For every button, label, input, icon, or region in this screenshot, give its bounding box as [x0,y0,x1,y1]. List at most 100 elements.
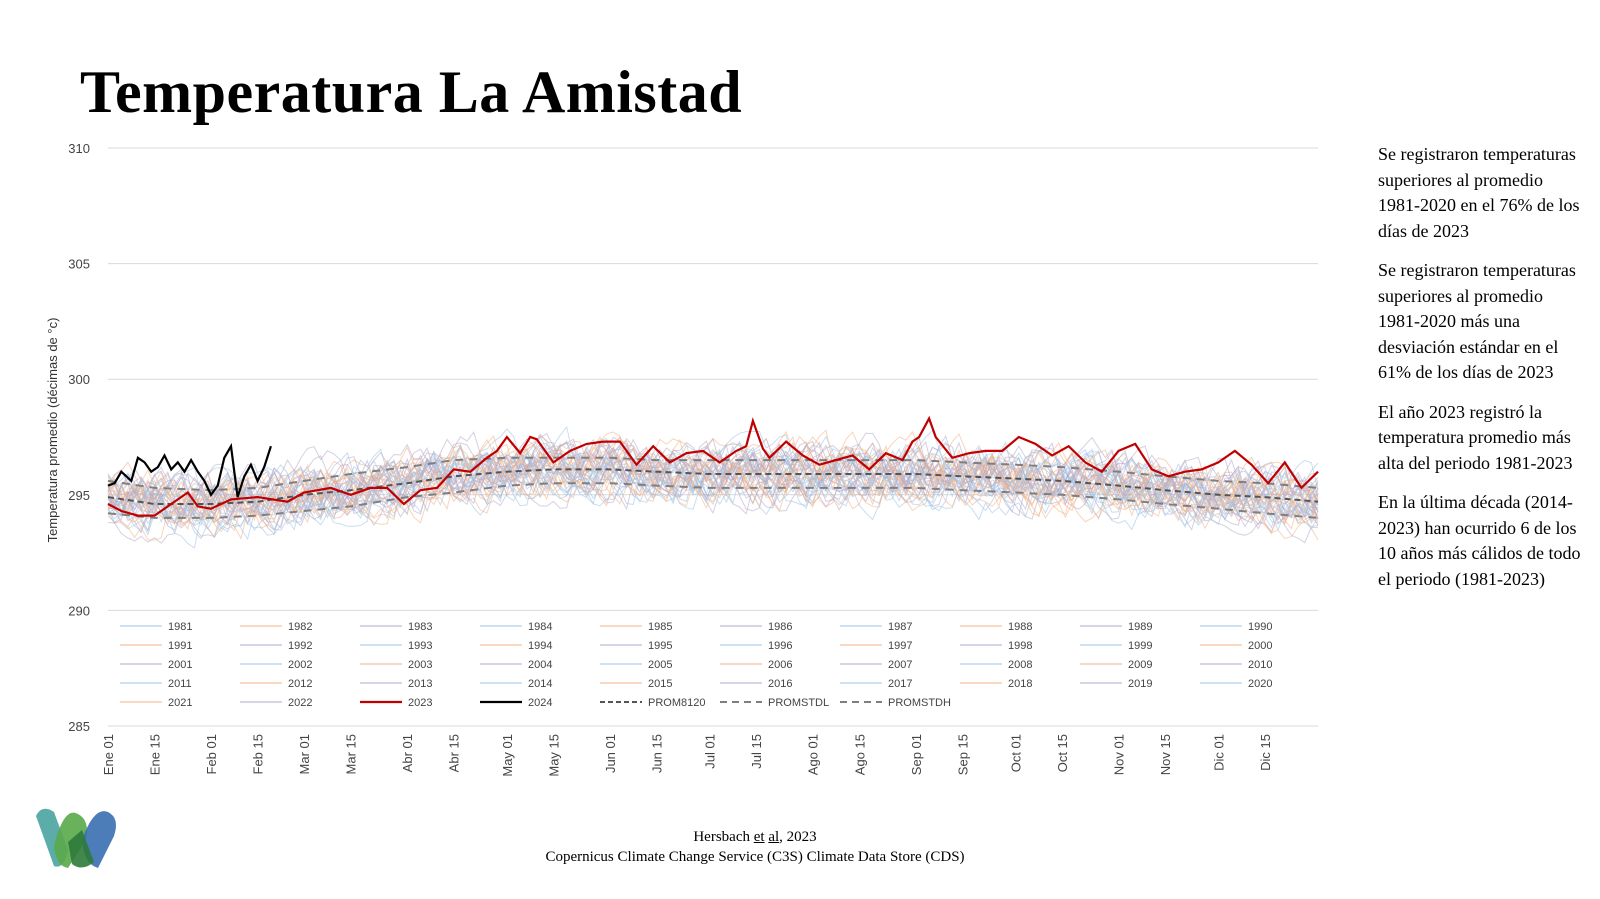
legend-label: 1998 [1008,640,1032,652]
legend-label: PROMSTDH [888,697,951,709]
legend-label: 1992 [288,640,312,652]
y-tick-label: 295 [68,488,90,503]
legend-label: 2010 [1248,659,1272,671]
legend-label: 1991 [168,640,192,652]
note-2: Se registraron temperaturas superiores a… [1378,260,1576,382]
legend-label: 2003 [408,659,432,671]
legend-label: 2017 [888,678,912,690]
x-tick-label: May 15 [546,734,561,777]
citation-line-2: Copernicus Climate Change Service (C3S) … [545,849,965,865]
legend-label: 2016 [768,678,792,690]
legend-label: PROMSTDL [768,697,829,709]
citation-line-1: Hersbach et al, 2023 [430,827,1080,847]
temperature-chart: 285 290 295 300 305 310 Ene 01 Ene 15 Feb 01 Feb… [45,141,1319,777]
legend-label: 2014 [528,678,552,690]
citation-year: , 2023 [779,829,817,845]
series-line-2024 [107,442,272,498]
x-tick-label: Nov 15 [1158,734,1173,775]
y-tick-label: 285 [68,719,90,734]
chart-series [107,415,1319,519]
page-title: Temperatura La Amistad [80,59,743,125]
y-axis-ticks: 285 290 295 300 305 310 [68,141,90,734]
legend-label: 2023 [408,697,432,709]
y-tick-label: 305 [68,257,90,272]
legend-label: 2001 [168,659,192,671]
x-tick-label: Ene 15 [148,734,163,775]
x-tick-label: Ago 01 [806,734,821,775]
legend-label: 1993 [408,640,432,652]
legend-label: 2002 [288,659,312,671]
legend-label: 1984 [528,621,552,633]
legend-label: 1995 [648,640,672,652]
legend-label: 2015 [648,678,672,690]
legend-label: 1981 [168,621,192,633]
series-line-2019 [107,431,1319,516]
x-tick-label: Jun 01 [603,734,618,773]
x-tick-label: Abr 01 [400,734,415,772]
x-tick-label: Jun 15 [649,734,664,773]
legend-label: 1982 [288,621,312,633]
y-tick-label: 300 [68,372,90,387]
x-tick-label: Abr 15 [447,734,462,772]
x-tick-label: Nov 01 [1112,734,1127,775]
series-line-PROM8120 [107,468,1319,505]
w-logo-icon [36,808,116,868]
source-citation: Hersbach et al, 2023 Copernicus Climate … [430,827,1080,867]
x-tick-label: Sep 01 [909,734,924,775]
note-3: El año 2023 registró la temperatura prom… [1378,401,1573,473]
citation-author: Hersbach [693,829,750,845]
legend-label: PROM8120 [648,697,705,709]
x-tick-label: Jul 01 [703,734,718,769]
legend-label: 1997 [888,640,912,652]
series-line-2022 [107,433,1319,506]
y-tick-label: 310 [68,141,90,156]
notes-panel: Se registraron temperaturas superiores a… [1378,142,1588,606]
x-tick-label: Oct 01 [1009,734,1024,772]
legend-label: 1994 [528,640,552,652]
series-line-2023 [107,415,1319,517]
series-line-2004 [107,442,1319,520]
x-tick-label: May 01 [500,734,515,777]
citation-et: et [753,829,765,845]
series-line-2020 [107,425,1319,514]
x-tick-label: Oct 15 [1055,734,1070,772]
series-line-2008 [107,446,1319,523]
legend-label: 2021 [168,697,192,709]
y-tick-label: 290 [68,603,90,618]
legend-label: 2022 [288,697,312,709]
legend-label: 1986 [768,621,792,633]
legend-label: 2007 [888,659,912,671]
series-line-2005 [107,435,1319,520]
legend-label: 2011 [168,678,192,690]
series-line-2021 [107,430,1319,518]
legend-label: 2012 [288,678,312,690]
chart-legend: 1981 1982 1983 1984 1985 1986 1987 1988 1989 1990… [120,621,1272,709]
x-tick-label: Dic 15 [1258,734,1273,771]
x-axis-ticks: Ene 01 Ene 15 Feb 01 Feb 15 Mar 01 Mar 15 Abr … [101,734,1273,777]
x-tick-label: Mar 01 [297,734,312,774]
x-tick-label: Feb 15 [251,734,266,774]
legend-label: 2018 [1008,678,1032,690]
x-tick-label: Ago 15 [852,734,867,775]
legend-label: 2008 [1008,659,1032,671]
series-line-PROMSTDH [107,456,1319,492]
x-tick-label: Ene 01 [101,734,116,775]
legend-label: 2005 [648,659,672,671]
legend-label: 1983 [408,621,432,633]
series-line-PROMSTDL [107,482,1319,519]
legend-label: 1988 [1008,621,1032,633]
note-1: Se registraron temperaturas superiores a… [1378,144,1580,241]
legend-label: 1987 [888,621,912,633]
legend-label: 1999 [1128,640,1152,652]
note-4: En la última década (2014-2023) han ocur… [1378,492,1581,589]
legend-label: 2019 [1128,678,1152,690]
legend-label: 2013 [408,678,432,690]
x-tick-label: Dic 01 [1211,734,1226,771]
legend-label: 1996 [768,640,792,652]
legend-label: 1990 [1248,621,1272,633]
legend-label: 2004 [528,659,552,671]
legend-label: 1989 [1128,621,1152,633]
citation-al: al [768,829,780,845]
x-tick-label: Sep 15 [955,734,970,775]
y-axis-label: Temperatura promedio (décimas de °c) [45,318,60,543]
